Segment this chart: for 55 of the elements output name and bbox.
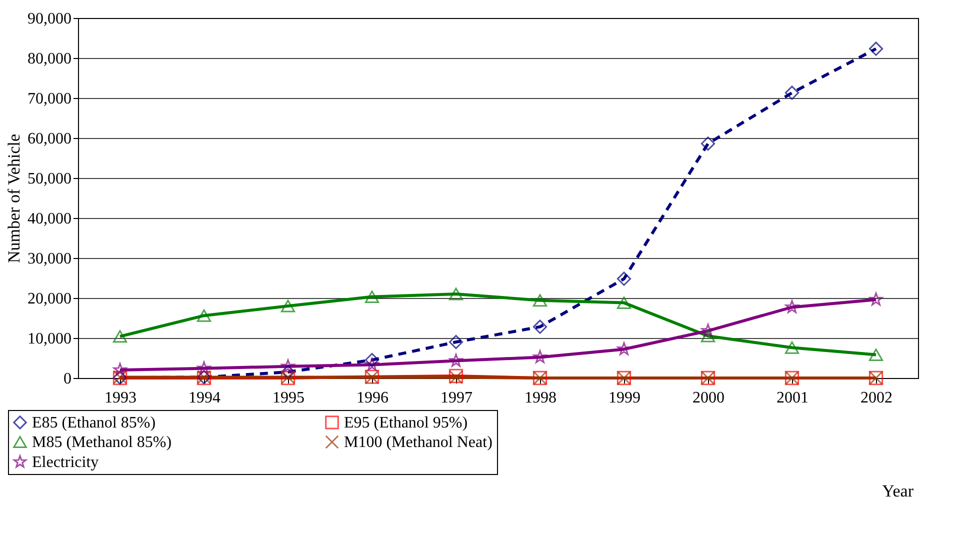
point <box>112 330 128 343</box>
point <box>364 352 380 368</box>
point <box>868 42 884 56</box>
legend-label: E85 (Ethanol 85%) <box>32 414 156 432</box>
y-tick-label: 70,000 <box>28 90 72 108</box>
point <box>113 362 127 376</box>
x-tick-label: 1995 <box>272 390 304 406</box>
x-axis-title: Year <box>882 482 914 500</box>
x-tick-label: 1998 <box>524 390 556 406</box>
y-tick-label: 80,000 <box>28 50 72 68</box>
y-axis-title: Number of Vehicle <box>4 134 24 264</box>
point <box>784 341 800 354</box>
y-tick-label: 50,000 <box>28 170 72 188</box>
y-tick-label: 60,000 <box>28 130 72 148</box>
y-tick-label: 0 <box>64 370 72 388</box>
point <box>448 334 464 350</box>
point <box>196 309 212 322</box>
point <box>869 292 883 306</box>
point <box>448 288 464 300</box>
x-tick-label: 2000 <box>692 390 724 406</box>
point <box>617 342 631 356</box>
point <box>281 359 295 372</box>
x-tick-label: 1994 <box>188 390 220 406</box>
y-tick-label: 90,000 <box>28 10 72 28</box>
point <box>701 324 715 337</box>
point <box>784 86 800 100</box>
point <box>449 354 463 367</box>
point <box>533 350 547 364</box>
legend-label: M85 (Methanol 85%) <box>32 434 172 451</box>
x-tick-label: 1999 <box>608 390 640 406</box>
legend-label: Electricity <box>32 454 99 471</box>
y-tick-label: 20,000 <box>28 290 72 308</box>
point <box>532 294 548 307</box>
point <box>197 361 211 374</box>
x-tick-label: 1997 <box>440 390 472 406</box>
point <box>616 272 632 286</box>
y-tick-label: 10,000 <box>28 330 72 348</box>
point <box>532 320 548 334</box>
x-tick-label: 1996 <box>356 390 388 406</box>
y-tick-label: 30,000 <box>28 250 72 268</box>
x-tick-label: 2002 <box>860 390 892 406</box>
point <box>280 364 296 380</box>
x-tick-label: 2001 <box>776 390 808 406</box>
point <box>785 300 799 314</box>
point <box>700 136 716 151</box>
x-tick-label: 1993 <box>104 390 136 406</box>
point <box>700 330 716 342</box>
point <box>280 300 296 312</box>
legend-label: E95 (Ethanol 95%) <box>344 414 468 432</box>
y-tick-label: 40,000 <box>28 210 72 228</box>
point <box>365 358 379 371</box>
point <box>616 296 632 310</box>
point <box>868 348 884 362</box>
legend-label: M100 (Methanol Neat) <box>344 434 492 451</box>
point <box>364 290 380 304</box>
